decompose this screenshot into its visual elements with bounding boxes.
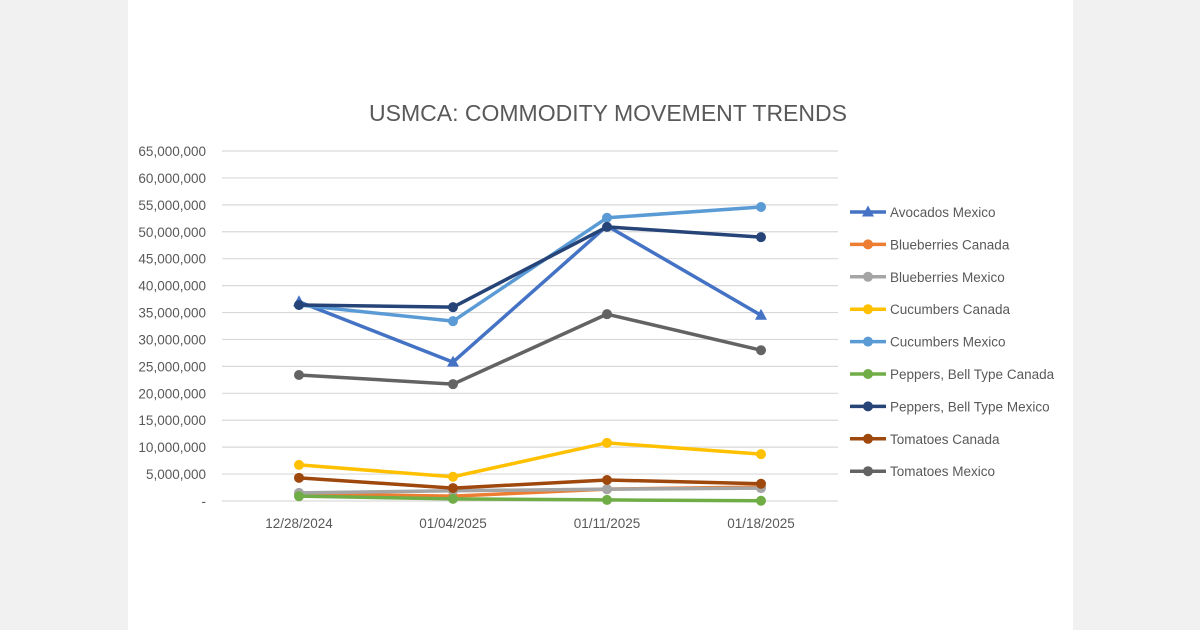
y-tick-label: 20,000,000 [138,386,206,401]
series-line [298,205,762,323]
line-chart: USMCA: COMMODITY MOVEMENT TRENDS - 5,000,… [138,100,1055,531]
series-line [298,441,762,479]
legend-marker [862,205,874,217]
chart-panel: USMCA: COMMODITY MOVEMENT TRENDS - 5,000,… [128,0,1073,630]
legend-item: Tomatoes Mexico [850,464,995,479]
data-point [602,475,612,485]
data-point [294,459,304,470]
data-point [602,437,612,448]
data-point [448,483,458,494]
data-point [756,202,766,212]
legend: Avocados Mexico Blueberries Canada Blueber… [850,205,1055,479]
series-line [298,494,762,503]
legend-marker [863,401,873,412]
y-tick-label: 15,000,000 [138,413,206,428]
y-tick-label: 60,000,000 [138,171,206,186]
series-peppers-bell-type-mexico [294,221,766,313]
data-point [756,449,766,460]
legend-item: Cucumbers Mexico [850,335,1006,350]
series-lines [293,202,767,506]
series-line [298,225,762,309]
data-point [294,472,304,483]
legend-item: Peppers, Bell Type Canada [850,367,1055,382]
x-tick-label: 12/28/2024 [265,516,333,531]
legend-marker [863,369,873,379]
gridlines [222,150,838,502]
y-tick-label: 5,000,000 [146,467,206,482]
y-axis: - 5,000,000 10,000,000 15,000,000 20,000,000… [138,144,206,509]
legend-marker [863,239,873,250]
y-tick-label: 55,000,000 [138,198,206,213]
legend-marker [863,271,873,282]
data-point [447,355,459,367]
data-point [448,379,458,390]
series-tomatoes-mexico [294,309,766,390]
series-avocados-mexico [293,219,767,367]
legend-label: Tomatoes Mexico [890,464,995,479]
data-point [602,309,612,320]
data-point [756,478,766,489]
data-point [448,316,458,327]
x-axis: 12/28/2024 01/04/2025 01/11/2025 01/18/2025 [265,516,795,531]
series-line [298,224,762,364]
x-tick-label: 01/11/2025 [574,516,641,531]
legend-label: Cucumbers Canada [890,302,1011,317]
y-tick-label: 65,000,000 [138,144,206,159]
legend-item: Tomatoes Canada [850,432,1000,447]
data-point [602,221,612,232]
legend-item: Peppers, Bell Type Mexico [850,399,1050,414]
legend-label: Avocados Mexico [890,205,996,220]
legend-label: Tomatoes Canada [890,432,1000,447]
series-line [298,476,762,490]
legend-label: Peppers, Bell Type Canada [890,367,1055,382]
data-point [602,212,612,223]
data-point [756,495,766,506]
legend-marker [863,336,873,347]
data-point [448,493,458,504]
y-tick-label: 35,000,000 [138,306,206,321]
data-point [756,345,766,356]
legend-item: Cucumbers Canada [850,302,1011,317]
legend-label: Cucumbers Mexico [890,335,1006,350]
data-point [448,471,458,482]
y-tick-label: 45,000,000 [138,252,206,267]
y-tick-label: 40,000,000 [138,279,206,294]
series-tomatoes-canada [294,472,766,494]
data-point [294,491,304,502]
legend-marker [863,433,873,444]
chart-title: USMCA: COMMODITY MOVEMENT TRENDS [369,100,847,126]
legend-marker [863,304,873,315]
data-point [294,300,304,310]
series-cucumbers-canada [294,437,766,482]
y-tick-label: - [202,494,207,509]
series-line [298,312,762,386]
x-tick-label: 01/04/2025 [419,516,487,531]
legend-item: Blueberries Mexico [850,270,1005,285]
y-tick-label: 50,000,000 [138,225,206,240]
x-tick-label: 01/18/2025 [727,516,795,531]
series-peppers-bell-type-canada [294,491,766,506]
y-tick-label: 30,000,000 [138,332,206,347]
y-tick-label: 25,000,000 [138,359,206,374]
legend-label: Peppers, Bell Type Mexico [890,399,1050,414]
data-point [755,308,767,320]
data-point [448,302,458,313]
series-line [298,486,762,495]
data-point [294,370,304,380]
data-point [602,494,612,505]
legend-label: Blueberries Mexico [890,270,1005,285]
legend-item: Blueberries Canada [850,237,1010,252]
legend-item: Avocados Mexico [850,205,996,220]
data-point [602,484,612,495]
legend-label: Blueberries Canada [890,237,1010,252]
data-point [756,232,766,243]
legend-marker [863,466,873,477]
y-tick-label: 10,000,000 [138,440,206,455]
